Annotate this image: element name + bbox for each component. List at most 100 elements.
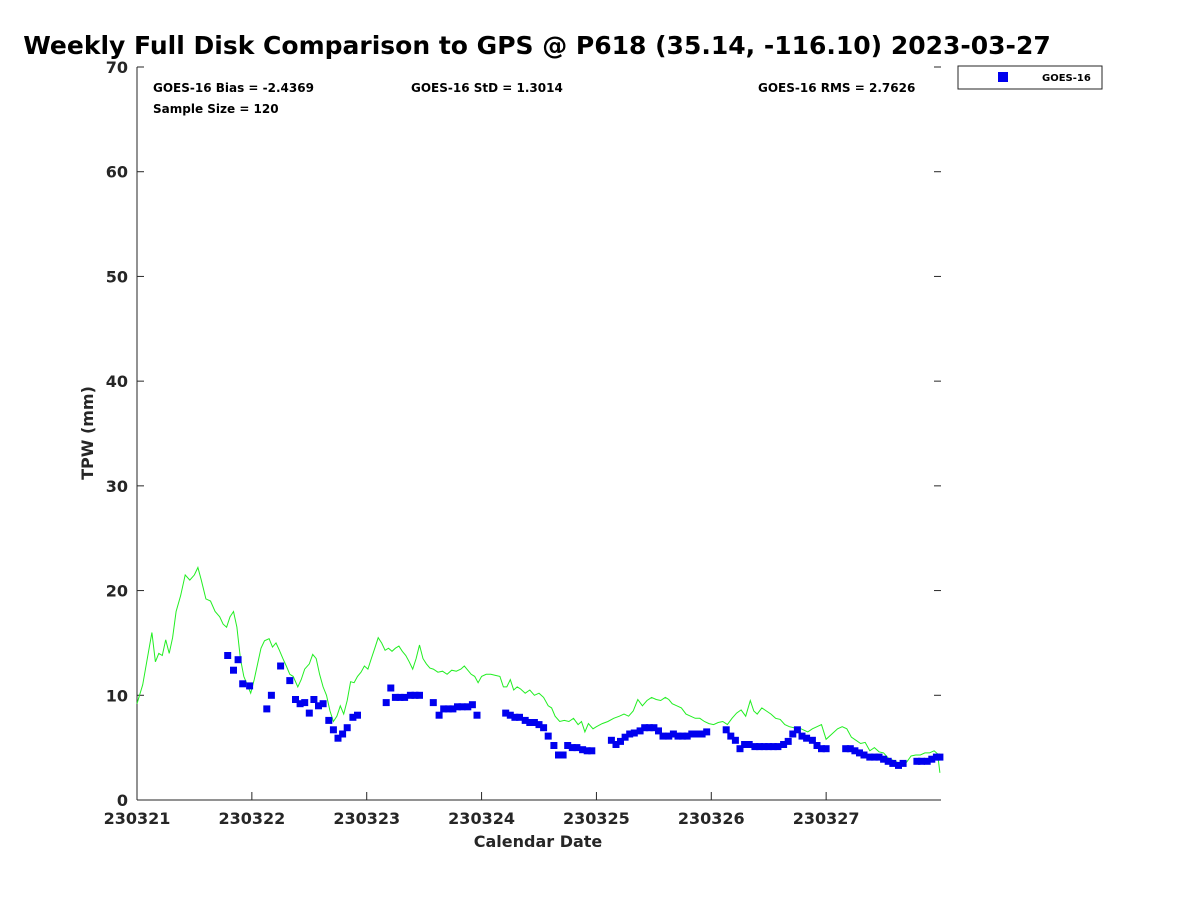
goes16-point bbox=[429, 699, 437, 707]
goes16-point bbox=[745, 741, 753, 748]
goes16-point bbox=[435, 711, 443, 719]
goes16-point bbox=[454, 703, 461, 711]
goes16-point bbox=[655, 727, 662, 735]
x-axis-ticks: 230321 230322 230323 230324 230325 230326 2303… bbox=[104, 792, 860, 828]
goes16-point bbox=[674, 732, 682, 740]
goes16-point bbox=[329, 726, 337, 734]
goes16-point bbox=[698, 730, 706, 738]
y-axis-label: TPW (mm) bbox=[78, 386, 97, 480]
goes16-point bbox=[669, 730, 677, 738]
goes16-point bbox=[731, 736, 739, 744]
goes16-point bbox=[406, 691, 414, 699]
goes16-point bbox=[286, 677, 294, 685]
goes16-point bbox=[234, 656, 242, 664]
goes16-point bbox=[636, 727, 644, 735]
std-stat: GOES-16 StD = 1.3014 bbox=[411, 81, 563, 95]
x-axis-label: Calendar Date bbox=[474, 832, 603, 851]
goes16-point bbox=[573, 744, 581, 752]
y-tick-label: 70 bbox=[106, 58, 128, 77]
goes16-point bbox=[688, 730, 696, 738]
goes16-point bbox=[621, 733, 629, 741]
goes16-point bbox=[813, 742, 821, 749]
goes16-point bbox=[641, 724, 649, 732]
legend-marker bbox=[998, 72, 1008, 82]
x-tick-label: 230325 bbox=[563, 809, 630, 828]
goes16-point bbox=[246, 682, 254, 690]
plot-area bbox=[137, 67, 941, 800]
goes16-point bbox=[444, 705, 452, 713]
goes16-point bbox=[626, 730, 634, 738]
goes16-point bbox=[540, 724, 548, 732]
goes16-point bbox=[856, 749, 863, 757]
goes16-point bbox=[559, 751, 567, 759]
series-layer bbox=[136, 566, 944, 773]
goes16-point bbox=[516, 713, 523, 721]
goes16-point bbox=[305, 709, 313, 717]
goes16-point bbox=[301, 699, 309, 707]
goes16-point bbox=[760, 743, 768, 751]
goes16-point bbox=[780, 741, 788, 748]
goes16-point bbox=[645, 724, 653, 732]
sample-size-stat: Sample Size = 120 bbox=[153, 102, 279, 116]
goes16-point bbox=[387, 684, 395, 692]
y-tick-label: 10 bbox=[106, 686, 128, 705]
goes16-point bbox=[751, 743, 759, 751]
goes16-point bbox=[292, 696, 299, 703]
goes16-point bbox=[880, 755, 888, 763]
goes16-point bbox=[683, 732, 691, 740]
goes16-point bbox=[630, 729, 638, 737]
goes16-point bbox=[568, 744, 576, 752]
goes16-point bbox=[665, 732, 673, 740]
goes16-point bbox=[468, 701, 476, 709]
goes16-point bbox=[526, 719, 534, 726]
goes16-point bbox=[923, 757, 931, 765]
goes16-point bbox=[860, 751, 868, 759]
goes16-point bbox=[354, 711, 361, 719]
goes16-point bbox=[521, 716, 529, 724]
goes16-point bbox=[842, 745, 850, 753]
goes16-point bbox=[339, 730, 347, 738]
goes16-point bbox=[822, 745, 830, 753]
y-tick-label: 30 bbox=[106, 477, 128, 496]
goes16-point bbox=[502, 709, 510, 717]
goes16-point bbox=[296, 700, 304, 708]
goes16-point bbox=[458, 703, 466, 711]
goes16-point bbox=[230, 666, 237, 674]
goes16-point bbox=[727, 732, 735, 740]
y-tick-label: 20 bbox=[106, 582, 128, 601]
goes16-point bbox=[846, 745, 854, 753]
y-tick-label: 60 bbox=[106, 163, 128, 182]
y-tick-label: 0 bbox=[117, 791, 128, 810]
goes16-point bbox=[694, 730, 701, 738]
goes16-point bbox=[267, 691, 275, 699]
chart-title: Weekly Full Disk Comparison to GPS @ P61… bbox=[23, 31, 1050, 60]
goes16-point bbox=[765, 743, 773, 751]
x-tick-label: 230321 bbox=[104, 809, 171, 828]
x-tick-label: 230324 bbox=[448, 809, 515, 828]
gps-line bbox=[136, 566, 941, 773]
goes16-point bbox=[315, 702, 322, 710]
goes16-point bbox=[239, 680, 247, 688]
goes16-point bbox=[789, 730, 797, 738]
x-tick-label: 230322 bbox=[218, 809, 285, 828]
goes16-point bbox=[401, 693, 409, 701]
goes16-point bbox=[440, 705, 448, 713]
goes16-point bbox=[617, 737, 624, 745]
goes16-point bbox=[334, 734, 342, 742]
goes16-point bbox=[588, 747, 596, 755]
goes16-point bbox=[895, 761, 902, 769]
goes16-point bbox=[511, 713, 519, 721]
goes16-point bbox=[803, 734, 811, 742]
goes16-point bbox=[928, 755, 936, 763]
goes16-point bbox=[579, 746, 587, 754]
goes16-point bbox=[530, 719, 538, 726]
goes16-point bbox=[659, 732, 667, 740]
y-tick-label: 50 bbox=[106, 267, 128, 286]
goes16-point bbox=[325, 716, 333, 724]
goes16-point bbox=[722, 726, 730, 734]
goes16-point bbox=[808, 736, 816, 744]
legend-box bbox=[957, 65, 1103, 90]
goes16-point bbox=[535, 721, 543, 729]
goes16-point bbox=[564, 742, 572, 749]
